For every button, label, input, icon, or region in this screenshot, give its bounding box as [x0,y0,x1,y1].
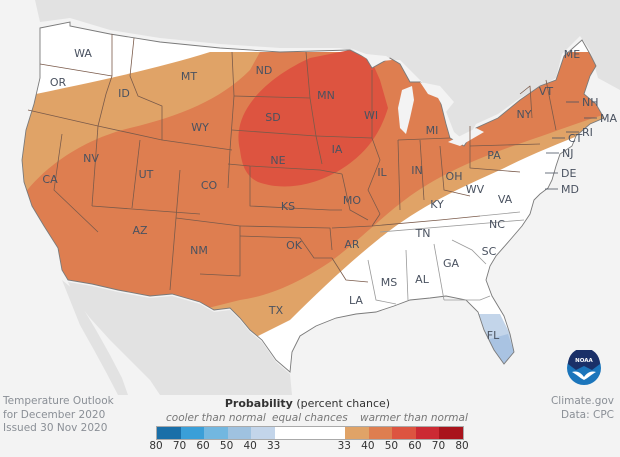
state-label-mo: MO [343,194,361,207]
legend-tick: 40 [243,440,257,452]
legend-tick: 33 [267,440,281,452]
state-label-mt: MT [181,70,197,83]
outlook-info: Temperature Outlook for December 2020 Is… [3,395,114,436]
state-label-sc: SC [482,245,497,258]
state-label-wi: WI [364,109,378,122]
legend-tick: 40 [361,440,375,452]
svg-text:NOAA: NOAA [575,358,593,364]
legend-tick: 70 [172,440,187,452]
temperature-outlook-map: WA OR ID MT WY ND SD NE MN WI IA IL IN MI OH PA NY VT ME NV… [21,0,620,395]
state-labels: WA OR ID MT WY ND SD NE MN WI IA IL IN MI OH PA NY VT ME NV… [42,47,580,342]
credit-data-source: Data: CPC [561,408,614,421]
state-label-nv: NV [83,152,99,165]
legend-title: Probability (percent chance) [150,397,465,410]
state-label-ne: NE [270,154,285,167]
state-label-nj: NJ [562,147,573,160]
state-label-ct: CT [568,132,583,145]
state-label-oh: OH [446,170,463,183]
cool-40-50-region [486,334,514,364]
state-label-az: AZ [132,224,148,237]
legend-tick: 50 [219,440,234,452]
state-label-ok: OK [286,239,303,252]
legend-cooler-label: cooler than normal [166,412,266,424]
legend-swatch-40-50 [368,427,393,439]
state-label-ks: KS [281,200,295,213]
state-label-nd: ND [256,64,273,77]
legend-swatch-70-80 [157,427,181,439]
legend-tick: 80 [455,440,469,452]
state-label-il: IL [377,166,387,179]
legend-swatch-33-40 [345,427,369,439]
state-label-nh: NH [582,96,599,109]
legend-swatch-equal [274,427,346,439]
state-label-va: VA [498,193,513,206]
legend-equal-label: equal chances [272,412,348,424]
state-label-id: ID [118,87,130,100]
legend-title-bold: Probability [224,397,293,410]
legend-color-bar [156,426,464,440]
lake-huron-erie [420,82,484,146]
lake-superior [350,48,392,62]
legend-warmer-label: warmer than normal [360,412,468,424]
state-label-ca: CA [42,173,58,186]
canada-land [35,0,620,142]
state-label-vt: VT [539,85,554,98]
outlook-issued: Issued 30 Nov 2020 [3,422,108,434]
legend-swatch-70-80 [439,427,463,439]
state-label-de: DE [561,167,576,180]
credit-climate-gov: Climate.gov [550,395,614,407]
state-label-tn: TN [415,227,431,240]
legend-tick: 50 [384,440,399,452]
outlook-period: for December 2020 [3,408,106,421]
state-label-nc: NC [489,218,505,231]
legend-tick: 60 [408,440,422,452]
state-borders-southeast [367,211,525,305]
state-label-or: OR [50,76,67,89]
mexico-land [68,282,292,395]
legend-swatch-50-60 [204,427,228,439]
state-label-ri: RI [582,126,593,139]
state-label-fl: FL [487,329,500,342]
state-label-ky: KY [430,198,444,211]
legend-tick: 70 [431,440,446,452]
credits: Climate.gov Data: CPC [551,395,614,422]
legend-swatch-50-60 [392,427,416,439]
state-label-wa: WA [74,47,92,60]
state-label-tx: TX [268,304,284,317]
state-label-ia: IA [332,143,343,156]
noaa-logo-icon: NOAA [567,350,601,385]
legend-tick: 33 [337,440,351,452]
legend-title-rest: (percent chance) [292,397,391,410]
legend-tick: 60 [196,440,210,452]
state-label-co: CO [201,179,218,192]
state-label-al: AL [415,273,430,286]
state-borders [27,34,557,291]
legend-swatch-60-70 [180,427,205,439]
state-label-wv: WV [466,183,485,196]
legend-swatch-33-40 [251,427,275,439]
state-label-mn: MN [317,89,335,102]
state-label-ut: UT [139,168,154,181]
state-label-nm: NM [190,244,208,257]
baja-peninsula [62,280,128,395]
legend-swatch-40-50 [227,427,252,439]
state-label-md: MD [561,183,579,196]
state-label-ms: MS [381,276,397,289]
state-label-ny: NY [517,108,532,121]
outlook-title: Temperature Outlook [3,395,114,407]
state-label-la: LA [349,294,363,307]
state-label-in: IN [411,164,422,177]
legend-tick: 80 [149,440,163,452]
state-label-ma: MA [600,112,617,125]
state-label-pa: PA [487,149,501,162]
state-label-me: ME [564,48,580,61]
legend-swatch-60-70 [415,427,440,439]
state-label-sd: SD [265,111,280,124]
lake-michigan [398,86,414,134]
state-label-mi: MI [426,124,439,137]
state-label-ar: AR [344,238,360,251]
state-label-wy: WY [191,121,209,134]
state-label-ga: GA [443,257,460,270]
